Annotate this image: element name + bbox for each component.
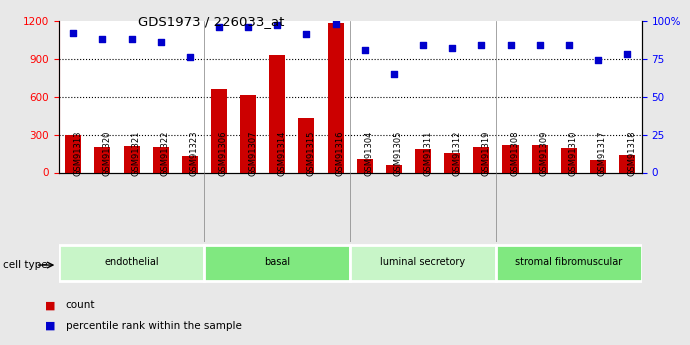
Text: endothelial: endothelial: [104, 257, 159, 267]
Text: GSM91307: GSM91307: [248, 130, 257, 176]
Bar: [532, 145, 548, 172]
Text: ■: ■: [45, 321, 55, 331]
Bar: [59, 245, 204, 281]
Point: [505, 42, 516, 48]
Text: basal: basal: [264, 257, 290, 267]
Point: [330, 21, 341, 27]
Bar: [182, 156, 198, 172]
Point: [359, 47, 371, 52]
Bar: [357, 159, 373, 172]
Text: GSM91311: GSM91311: [423, 130, 432, 176]
Point: [97, 36, 108, 42]
Text: GSM91323: GSM91323: [190, 130, 199, 176]
Text: GSM91310: GSM91310: [569, 130, 578, 176]
Point: [446, 45, 457, 51]
Bar: [152, 147, 168, 172]
Text: GSM91305: GSM91305: [394, 130, 403, 176]
Bar: [444, 153, 460, 172]
Text: GSM91309: GSM91309: [540, 130, 549, 176]
Point: [301, 32, 312, 37]
Point: [243, 24, 254, 30]
Bar: [95, 147, 110, 172]
Point: [213, 24, 224, 30]
Point: [534, 42, 545, 48]
Bar: [496, 245, 642, 281]
Bar: [328, 23, 344, 172]
Text: cell type: cell type: [3, 260, 48, 270]
Point: [126, 36, 137, 42]
Text: GSM91317: GSM91317: [598, 130, 607, 176]
Bar: [473, 147, 489, 172]
Bar: [502, 145, 518, 172]
Point: [476, 42, 487, 48]
Bar: [561, 148, 577, 172]
Text: GSM91304: GSM91304: [365, 130, 374, 176]
Text: GSM91312: GSM91312: [452, 130, 461, 176]
Bar: [240, 95, 256, 172]
Bar: [204, 245, 351, 281]
Bar: [124, 146, 139, 172]
Text: count: count: [66, 300, 95, 310]
Text: GSM91320: GSM91320: [102, 130, 111, 176]
Point: [68, 30, 79, 36]
Bar: [386, 165, 402, 172]
Text: GDS1973 / 226033_at: GDS1973 / 226033_at: [138, 16, 284, 29]
Text: GSM91308: GSM91308: [511, 130, 520, 176]
Text: GSM91306: GSM91306: [219, 130, 228, 176]
Point: [563, 42, 574, 48]
Text: GSM91316: GSM91316: [335, 130, 344, 176]
Point: [388, 71, 400, 77]
Text: GSM91315: GSM91315: [306, 130, 315, 176]
Text: luminal secretory: luminal secretory: [380, 257, 466, 267]
Point: [184, 55, 195, 60]
Bar: [211, 89, 227, 172]
Point: [622, 51, 633, 57]
Point: [593, 57, 604, 63]
Text: GSM91321: GSM91321: [132, 130, 141, 176]
Bar: [619, 155, 635, 172]
Point: [417, 42, 428, 48]
Text: GSM91318: GSM91318: [627, 130, 636, 176]
Point: [272, 22, 283, 28]
Bar: [299, 118, 315, 172]
Bar: [269, 55, 285, 172]
Bar: [351, 245, 496, 281]
Text: ■: ■: [45, 300, 55, 310]
Bar: [415, 149, 431, 172]
Bar: [66, 135, 81, 172]
Bar: [590, 160, 606, 172]
Text: percentile rank within the sample: percentile rank within the sample: [66, 321, 242, 331]
Text: stromal fibromuscular: stromal fibromuscular: [515, 257, 622, 267]
Text: GSM91322: GSM91322: [161, 130, 170, 176]
Text: GSM91319: GSM91319: [482, 130, 491, 176]
Text: GSM91314: GSM91314: [277, 130, 286, 176]
Text: GSM91313: GSM91313: [73, 130, 82, 176]
Point: [155, 39, 166, 45]
